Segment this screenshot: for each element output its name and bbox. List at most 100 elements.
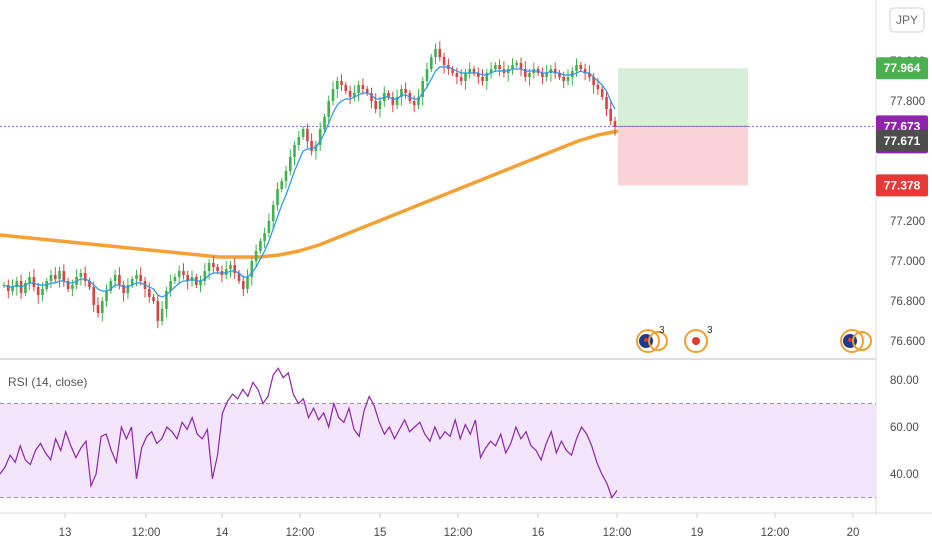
candle-body [494, 65, 497, 69]
candle-body [83, 273, 87, 281]
candle-body [370, 93, 373, 101]
time-axis-label: 12:00 [444, 527, 473, 539]
flag-event-2[interactable]: 3 [684, 325, 713, 353]
candle-body [246, 277, 249, 289]
time-axis[interactable]: 13 12:00 14 12:00 15 12:00 16 12:00 19 12:00 20 [59, 513, 860, 539]
candle-body [314, 145, 318, 151]
rsi-title[interactable]: RSI (14, close) [8, 375, 87, 389]
candle-body [15, 281, 19, 287]
candle-body [101, 301, 104, 313]
candle-body [596, 85, 600, 89]
tp-price-tag: 77.964 [876, 57, 928, 80]
candle-body [430, 57, 433, 69]
price-axis[interactable]: 78.00077.80077.60077.40077.20077.00076.8… [890, 56, 925, 348]
candle-body [528, 73, 531, 77]
candle-body [118, 275, 121, 285]
time-axis-label: 14 [216, 527, 229, 539]
candle-body [96, 305, 100, 313]
candle-body [524, 69, 527, 77]
flag-event-au-3[interactable] [840, 329, 872, 353]
candle-body [387, 93, 390, 97]
time-axis-label: 12:00 [286, 527, 315, 539]
candle-body [323, 117, 326, 129]
candle-body [459, 77, 463, 81]
candle-body [11, 287, 14, 291]
candle-body [442, 57, 446, 65]
ema-slow-series [0, 129, 619, 259]
candle-body [592, 77, 595, 85]
rsi-axis[interactable]: 80.00 60.00 40.00 [890, 375, 919, 481]
candle-body [148, 289, 151, 297]
price-axis-label: 77.000 [890, 256, 925, 268]
stop-loss-zone[interactable] [618, 126, 748, 186]
candle-body [477, 73, 480, 77]
candle-body [216, 267, 219, 271]
currency-label: JPY [896, 13, 918, 27]
candle-body [438, 49, 442, 57]
take-profit-zone[interactable] [618, 68, 748, 127]
rsi-axis-label: 60.00 [890, 422, 919, 434]
candle-body [139, 275, 142, 281]
candle-body [54, 275, 57, 279]
candle-body [481, 77, 484, 81]
candle-body [412, 101, 416, 105]
candle-body [348, 91, 352, 97]
candle-body [109, 281, 113, 291]
candle-body [421, 81, 424, 97]
candle-body [71, 285, 74, 289]
candle-body [417, 97, 420, 105]
candle-body [306, 129, 309, 141]
candle-body [297, 137, 301, 145]
candle-body [229, 265, 232, 269]
candle-body [472, 69, 476, 73]
candle-body [165, 291, 168, 309]
event-count: 3 [659, 325, 665, 336]
candle-body [62, 271, 66, 281]
candle-body [489, 69, 493, 73]
candle-body [289, 157, 292, 171]
candle-body [613, 121, 617, 127]
candle-body [254, 251, 258, 261]
candle-body [519, 63, 523, 69]
candle-body [79, 273, 83, 277]
price-axis-label: 77.800 [890, 96, 925, 108]
sl-price-tag: 77.378 [876, 174, 928, 197]
candle-body [344, 85, 348, 91]
ema-fast-series [3, 66, 616, 298]
candle-body [464, 73, 467, 81]
rsi-band-fill [0, 403, 876, 498]
price-axis-label: 76.600 [890, 336, 925, 348]
ema-fast-line [3, 66, 616, 298]
flag-event-au-1[interactable]: 3 [636, 325, 668, 353]
candle-body [541, 73, 544, 77]
currency-badge[interactable]: JPY [889, 7, 925, 33]
candle-body [361, 85, 365, 89]
price-axis-label: 76.800 [890, 296, 925, 308]
candle-body [404, 89, 407, 93]
bid-price-tag: 77.671 [876, 129, 928, 152]
event-count: 3 [707, 325, 713, 336]
candle-body [113, 275, 117, 281]
candle-body [434, 49, 437, 57]
candle-body [515, 63, 518, 65]
candle-body [571, 71, 574, 77]
position-zones[interactable] [618, 68, 748, 186]
candle-body [233, 265, 236, 273]
rsi-line [0, 367, 618, 499]
candle-body [588, 73, 591, 77]
rsi-axis-label: 40.00 [890, 469, 919, 481]
candle-body [237, 273, 241, 281]
candle-body [579, 65, 583, 69]
time-axis-label: 16 [532, 527, 545, 539]
candle-body [511, 65, 514, 69]
candle-body [122, 285, 125, 293]
candle-body [169, 281, 172, 291]
candle-body [173, 277, 177, 281]
candle-body [468, 69, 471, 73]
candle-body [7, 285, 10, 291]
candle-body [160, 309, 164, 321]
candle-body [135, 275, 138, 279]
candle-body [365, 89, 369, 93]
